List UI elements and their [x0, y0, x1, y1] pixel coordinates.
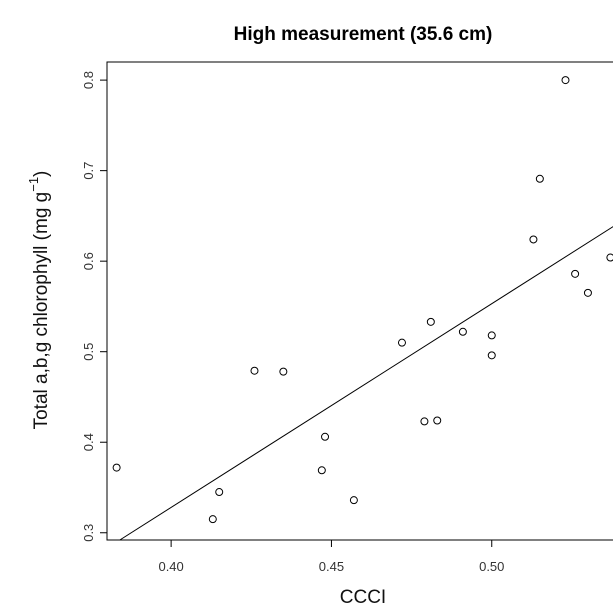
x-tick-label: 0.45: [319, 559, 344, 574]
data-point: [458, 327, 467, 336]
regression-line: [119, 226, 613, 541]
data-point: [535, 174, 544, 183]
x-axis-label: CCCI: [340, 587, 386, 608]
x-axis: 0.40 0.45 0.50: [158, 540, 504, 574]
y-axis-label-close: ): [31, 171, 52, 177]
data-point: [321, 432, 330, 441]
data-point: [397, 338, 406, 347]
data-point: [426, 317, 435, 326]
data-point: [112, 463, 121, 472]
data-point: [215, 488, 224, 497]
chart-title: High measurement (35.6 cm): [234, 24, 493, 45]
y-axis-label-superscript: −1: [26, 177, 41, 192]
data-point: [279, 367, 288, 376]
data-point: [606, 253, 613, 262]
y-tick-label: 0.4: [81, 433, 96, 451]
y-axis-label: Total a,b,g chlorophyll (mg g−1): [26, 171, 52, 430]
data-point: [317, 466, 326, 475]
y-tick-label: 0.5: [81, 343, 96, 361]
data-point: [561, 76, 570, 85]
y-axis: 0.3 0.4 0.5 0.6 0.7 0.8: [81, 71, 107, 542]
data-point: [487, 351, 496, 360]
y-tick-label: 0.7: [81, 162, 96, 180]
y-tick-label: 0.6: [81, 252, 96, 270]
data-point: [529, 235, 538, 244]
x-tick-label: 0.50: [479, 559, 504, 574]
data-point: [583, 288, 592, 297]
data-point: [250, 366, 259, 375]
data-point: [433, 416, 442, 425]
plot-frame: [106, 61, 613, 541]
y-axis-label-main: Total a,b,g chlorophyll (mg g: [31, 192, 52, 430]
data-point: [349, 496, 358, 505]
y-tick-label: 0.8: [81, 71, 96, 89]
x-tick-label: 0.40: [158, 559, 183, 574]
data-point: [208, 515, 217, 524]
y-tick-label: 0.3: [81, 524, 96, 542]
data-point: [420, 417, 429, 426]
data-points: [112, 76, 613, 524]
data-point: [571, 269, 580, 278]
data-point: [487, 331, 496, 340]
